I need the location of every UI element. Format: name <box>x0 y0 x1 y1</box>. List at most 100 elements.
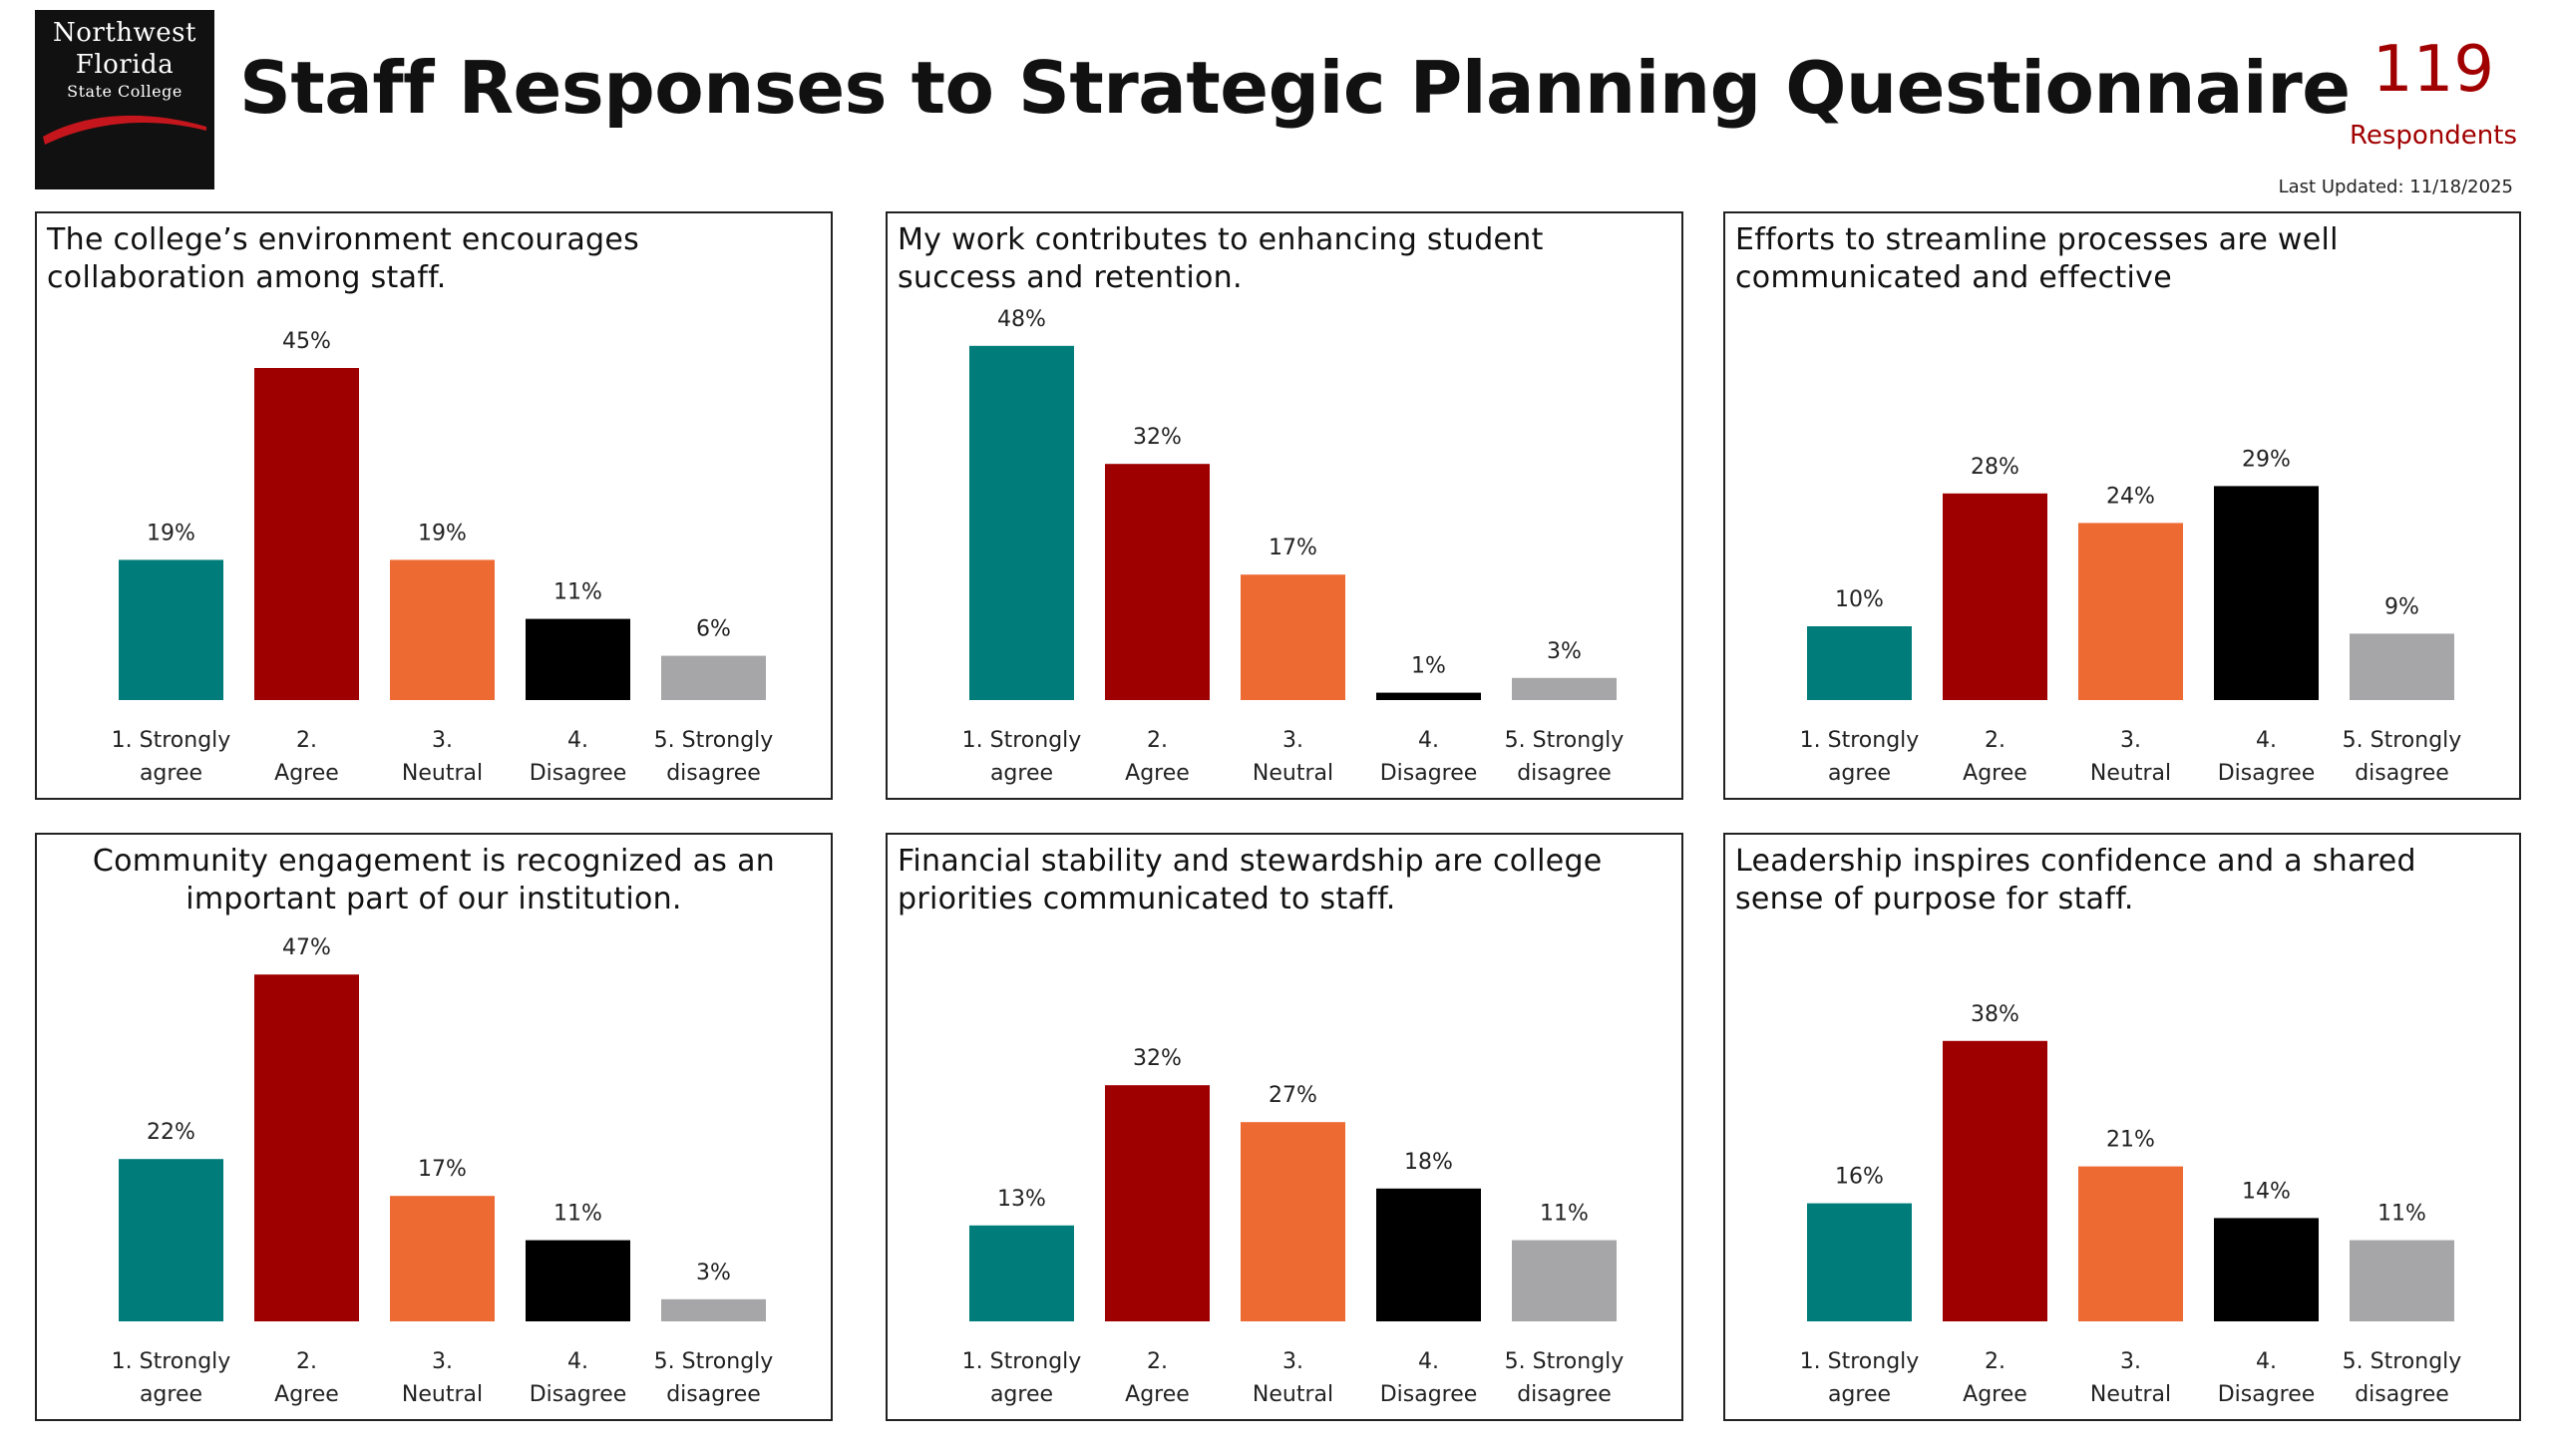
bar-strongly-agree <box>1807 626 1912 700</box>
category-label-neutral: 3. Neutral <box>402 728 483 786</box>
data-label-disagree: 11% <box>553 580 602 605</box>
category-label-strongly-agree: 1. Strongly agree <box>962 728 1082 786</box>
bar-chart-financial-stability: 13% 1. Strongly agree 32% 2. Agree 27% 3. Neutra… <box>962 1046 1625 1407</box>
data-label-strongly-disagree: 9% <box>2384 594 2419 619</box>
bar-agree <box>254 368 359 700</box>
bar-chart-student-success: 48% 1. Strongly agree 32% 2. Agree 17% 3. Neutra… <box>962 307 1625 786</box>
bar-disagree <box>526 618 630 700</box>
category-label-strongly-agree: 1. Strongly agree <box>112 728 231 786</box>
bar-strongly-agree <box>119 1159 223 1321</box>
category-label-strongly-agree: 1. Strongly agree <box>112 1349 231 1407</box>
category-label-disagree: 4. Disagree <box>2218 1349 2316 1407</box>
bar-neutral <box>1241 574 1345 700</box>
bar-strongly-disagree <box>1512 1240 1617 1321</box>
chart-title: Leadership inspires confidence and a sha… <box>1735 844 2416 916</box>
bar-strongly-disagree <box>661 655 766 700</box>
college-logo: Northwest Florida State College <box>35 10 214 189</box>
data-label-agree: 45% <box>282 329 331 354</box>
category-label-agree: 2. Agree <box>274 1349 339 1407</box>
data-label-neutral: 17% <box>1269 536 1317 560</box>
chart-title: My work contributes to enhancing student… <box>898 222 1544 295</box>
category-label-neutral: 3. Neutral <box>1253 728 1333 786</box>
logo-text-line-3: State College <box>67 82 182 101</box>
data-label-disagree: 18% <box>1404 1150 1453 1175</box>
bar-strongly-agree <box>119 559 223 700</box>
data-label-disagree: 29% <box>2242 447 2291 472</box>
data-label-disagree: 11% <box>553 1202 602 1227</box>
category-label-agree: 2. Agree <box>274 728 339 786</box>
data-label-agree: 32% <box>1133 1046 1182 1071</box>
data-label-strongly-disagree: 11% <box>2377 1202 2426 1227</box>
category-label-neutral: 3. Neutral <box>2090 728 2171 786</box>
category-label-strongly-disagree: 5. Strongly disagree <box>2343 1349 2462 1407</box>
data-label-strongly-disagree: 3% <box>696 1261 731 1285</box>
logo-text-line-2: Florida <box>75 50 175 80</box>
bar-agree <box>1943 1040 2047 1321</box>
bar-agree <box>1105 1085 1210 1321</box>
data-label-neutral: 19% <box>418 521 467 546</box>
chart-panel-collaboration: The college’s environment encourages col… <box>35 211 833 800</box>
bar-disagree <box>1376 692 1481 700</box>
bar-agree <box>1105 464 1210 700</box>
category-label-strongly-disagree: 5. Strongly disagree <box>1505 1349 1625 1407</box>
chart-title: Efforts to streamline processes are well… <box>1735 222 2339 295</box>
category-label-disagree: 4. Disagree <box>1380 728 1478 786</box>
bar-agree <box>254 974 359 1321</box>
bar-neutral <box>390 1196 495 1321</box>
data-label-neutral: 17% <box>418 1157 467 1182</box>
data-label-neutral: 27% <box>1269 1083 1317 1108</box>
bar-disagree <box>526 1240 630 1321</box>
category-label-disagree: 4. Disagree <box>530 728 627 786</box>
bar-chart-community-engagement: 22% 1. Strongly agree 47% 2. Agree 17% 3. Neutra… <box>112 935 774 1407</box>
chart-title: Community engagement is recognized as an… <box>92 844 776 916</box>
bar-strongly-agree <box>969 345 1074 700</box>
respondent-count: 119 <box>2371 33 2495 107</box>
data-label-strongly-agree: 16% <box>1835 1165 1884 1190</box>
logo-text-line-1: Northwest <box>53 18 196 48</box>
data-label-disagree: 1% <box>1411 654 1446 679</box>
bar-strongly-agree <box>1807 1203 1912 1321</box>
category-label-strongly-agree: 1. Strongly agree <box>1800 728 1920 786</box>
bar-strongly-agree <box>969 1225 1074 1321</box>
category-label-strongly-disagree: 5. Strongly disagree <box>654 728 774 786</box>
data-label-disagree: 14% <box>2242 1179 2291 1204</box>
chart-panel-financial-stability: Financial stability and stewardship are … <box>886 833 1683 1421</box>
data-label-neutral: 21% <box>2106 1128 2155 1153</box>
bar-disagree <box>2214 486 2319 700</box>
page-title: Staff Responses to Strategic Planning Qu… <box>239 46 2351 130</box>
data-label-agree: 28% <box>1971 455 2019 480</box>
bar-agree <box>1943 493 2047 700</box>
category-label-strongly-disagree: 5. Strongly disagree <box>654 1349 774 1407</box>
bar-neutral <box>1241 1122 1345 1321</box>
category-label-agree: 2. Agree <box>1963 728 2027 786</box>
data-label-agree: 32% <box>1133 425 1182 450</box>
bar-strongly-disagree <box>661 1298 766 1321</box>
bar-chart-streamline-processes: 10% 1. Strongly agree 28% 2. Agree 24% 3. Neutra… <box>1800 447 2462 786</box>
chart-panel-community-engagement: Community engagement is recognized as an… <box>35 833 833 1421</box>
bar-neutral <box>2078 523 2183 700</box>
data-label-agree: 47% <box>282 935 331 960</box>
bar-neutral <box>2078 1166 2183 1321</box>
data-label-strongly-agree: 13% <box>997 1187 1046 1212</box>
category-label-disagree: 4. Disagree <box>530 1349 627 1407</box>
data-label-strongly-agree: 22% <box>147 1120 195 1145</box>
data-label-strongly-agree: 10% <box>1835 587 1884 612</box>
data-label-strongly-disagree: 6% <box>696 617 731 642</box>
category-label-neutral: 3. Neutral <box>402 1349 483 1407</box>
bar-strongly-disagree <box>2350 1240 2454 1321</box>
category-label-strongly-agree: 1. Strongly agree <box>962 1349 1082 1407</box>
category-label-neutral: 3. Neutral <box>2090 1349 2171 1407</box>
bar-chart-leadership: 16% 1. Strongly agree 38% 2. Agree 21% 3. Neutra… <box>1800 1002 2462 1407</box>
category-label-agree: 2. Agree <box>1963 1349 2027 1407</box>
category-label-agree: 2. Agree <box>1125 728 1190 786</box>
respondent-label: Respondents <box>2349 121 2518 151</box>
chart-title: The college’s environment encourages col… <box>47 222 640 295</box>
chart-panel-leadership: Leadership inspires confidence and a sha… <box>1723 833 2521 1421</box>
bar-strongly-disagree <box>1512 677 1617 700</box>
data-label-neutral: 24% <box>2106 484 2155 509</box>
chart-panel-streamline-processes: Efforts to streamline processes are well… <box>1723 211 2521 800</box>
bar-neutral <box>390 559 495 700</box>
category-label-strongly-disagree: 5. Strongly disagree <box>1505 728 1625 786</box>
chart-panel-student-success: My work contributes to enhancing student… <box>886 211 1683 800</box>
bar-strongly-disagree <box>2350 633 2454 700</box>
